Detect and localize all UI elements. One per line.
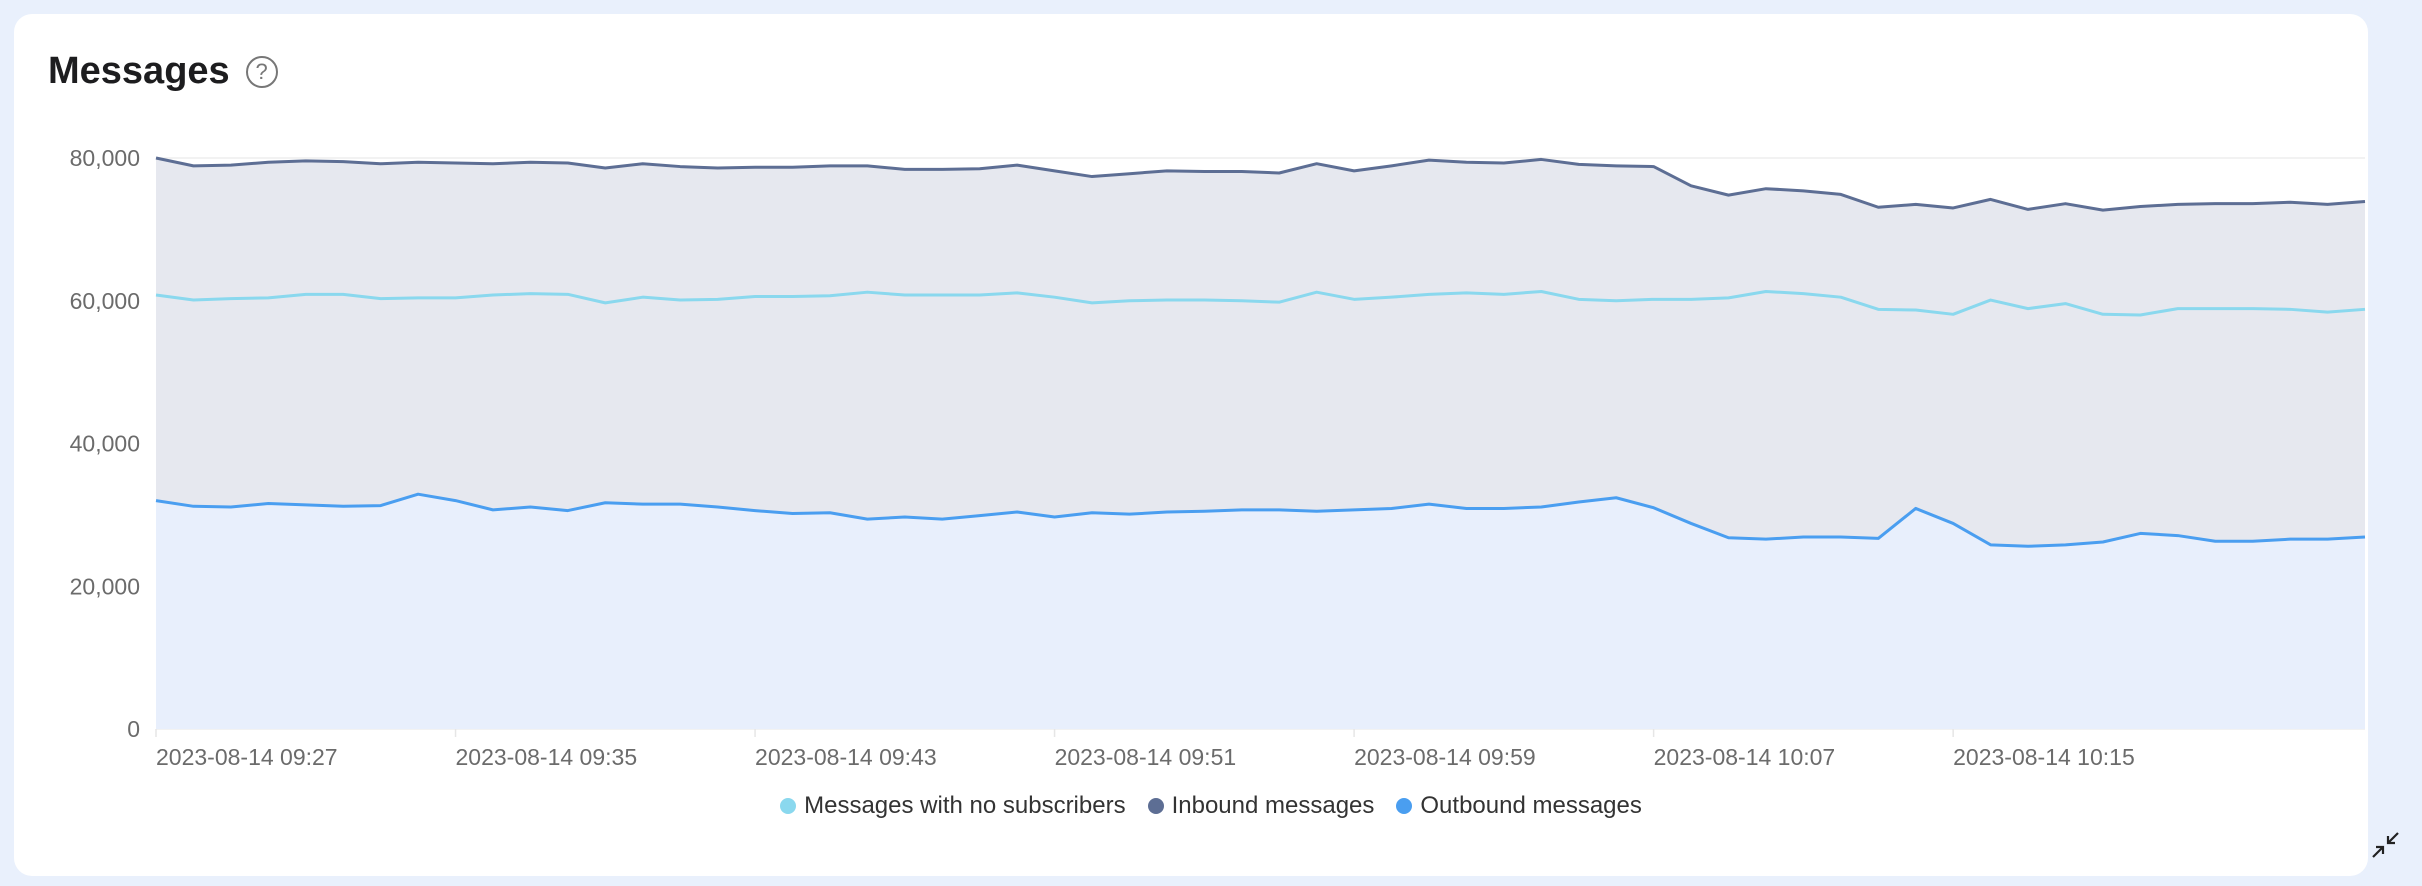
- legend-label: Messages with no subscribers: [804, 792, 1126, 819]
- y-tick-label: 0: [127, 716, 140, 742]
- legend-label: Inbound messages: [1171, 792, 1375, 819]
- legend-label: Outbound messages: [1420, 792, 1642, 819]
- question-circle-icon[interactable]: ?: [245, 55, 278, 88]
- series-line: [155, 289, 2366, 317]
- legend-item-inbound[interactable]: Inbound messages: [1147, 792, 1375, 820]
- legend-item-no-subscribers[interactable]: Messages with no subscribers: [780, 792, 1126, 820]
- legend-item-outbound[interactable]: Outbound messages: [1396, 792, 1642, 820]
- collapse-arrows-icon[interactable]: [2370, 830, 2400, 860]
- x-tick-label: 2023-08-14 09:43: [755, 744, 937, 770]
- chart-legend: Messages with no subscribers Inbound mes…: [0, 792, 2422, 820]
- x-tick-label: 2023-08-14 10:15: [1953, 744, 2135, 770]
- x-tick-label: 2023-08-14 09:59: [1354, 744, 1536, 770]
- card-title: Messages: [48, 50, 230, 92]
- x-tick-label: 2023-08-14 09:35: [456, 744, 638, 770]
- x-tick-label: 2023-08-14 09:27: [156, 744, 338, 770]
- legend-dot-icon: [1147, 798, 1164, 814]
- card-header: Messages ?: [48, 50, 278, 93]
- legend-dot-icon: [1396, 798, 1413, 814]
- x-tick-label: 2023-08-14 10:07: [1654, 744, 1836, 770]
- legend-dot-icon: [780, 798, 797, 814]
- y-tick-label: 80,000: [70, 145, 140, 171]
- series-line: [155, 492, 2366, 548]
- y-tick-label: 60,000: [70, 288, 140, 314]
- series-line: [155, 156, 2366, 212]
- messages-chart[interactable]: 0 20,000 40,000 60,000 80,000 2023-08-14 09:2…: [0, 0, 2422, 786]
- area-fill: [156, 494, 2365, 729]
- y-tick-label: 40,000: [70, 431, 140, 457]
- x-tick-label: 2023-08-14 09:51: [1055, 744, 1237, 770]
- y-tick-label: 20,000: [70, 573, 140, 599]
